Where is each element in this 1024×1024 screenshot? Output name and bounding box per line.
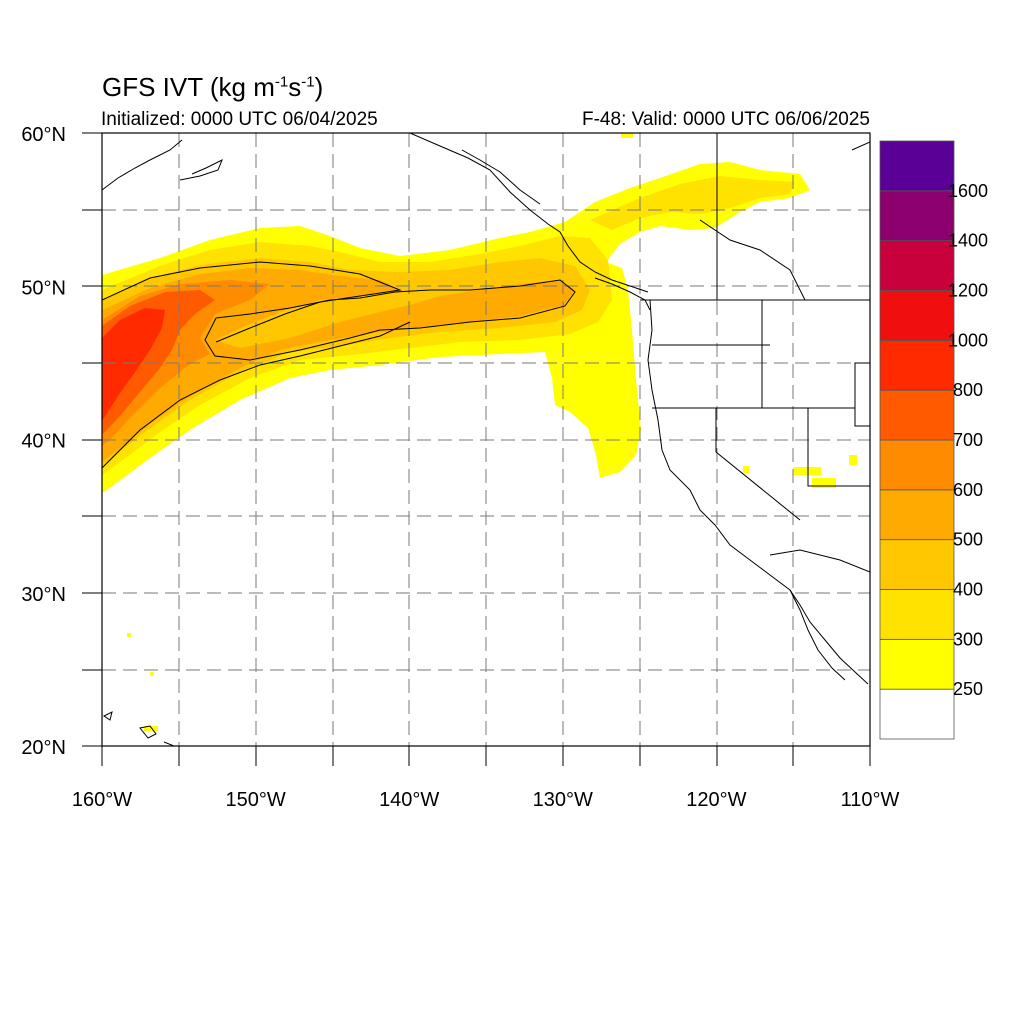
latitude-labels: 60°N 50°N 40°N 30°N 20°N xyxy=(21,124,66,759)
ivt-spot xyxy=(743,466,749,473)
colorbar-label: 600 xyxy=(953,480,983,500)
colorbar-label: 1400 xyxy=(948,231,988,251)
coastlines xyxy=(102,133,870,746)
colorbar-swatch xyxy=(879,489,955,541)
lon-tick-label: 110°W xyxy=(841,789,900,811)
colorbar-label: 700 xyxy=(953,430,983,450)
lon-tick-label: 130°W xyxy=(533,789,593,811)
ivt-band-800 xyxy=(102,308,165,420)
ivt-field xyxy=(102,133,857,731)
colorbar-label: 300 xyxy=(953,629,983,649)
ivt-spot xyxy=(127,633,131,637)
ivt-band-500 xyxy=(102,268,575,462)
ivt-spot xyxy=(150,672,154,676)
ivt-spot xyxy=(793,467,821,475)
colorbar-swatch xyxy=(879,190,955,242)
colorbar-swatch xyxy=(879,339,955,391)
ivt-contours xyxy=(102,261,576,469)
colorbar-swatch xyxy=(879,539,955,590)
lat-tick-label: 30°N xyxy=(21,584,66,606)
grid xyxy=(102,133,870,746)
colorbar-label: 1600 xyxy=(948,181,988,201)
colorbar-swatch xyxy=(879,589,955,640)
lon-tick-label: 150°W xyxy=(225,789,285,811)
colorbar-label: 1200 xyxy=(948,281,988,301)
valid-time-label: F-48: Valid: 0000 UTC 06/06/2025 xyxy=(582,109,870,130)
colorbar-label: 500 xyxy=(953,530,983,550)
lon-tick-label: 160°W xyxy=(72,789,132,811)
colorbar: 250 300 400 500 600 700 800 1000 1200 1400 1600 xyxy=(879,140,988,740)
map-title: GFS IVT (kg m-1s-1) xyxy=(102,72,324,102)
colorbar-swatch xyxy=(879,389,955,441)
colorbar-label: 800 xyxy=(953,380,983,400)
ivt-band-300-north xyxy=(590,176,795,230)
lat-tick-label: 50°N xyxy=(21,277,66,299)
lat-tick-label: 40°N xyxy=(21,431,66,453)
lat-tick-label: 20°N xyxy=(21,737,66,759)
ivt-spot xyxy=(849,455,857,465)
colorbar-swatch xyxy=(879,638,955,690)
ivt-spot xyxy=(812,478,836,488)
ivt-spot xyxy=(621,133,633,138)
colorbar-label: 400 xyxy=(953,580,983,600)
longitude-labels: 160°W 150°W 140°W 130°W 120°W 110°W xyxy=(72,789,900,811)
colorbar-swatch xyxy=(879,290,955,341)
lat-tick-label: 60°N xyxy=(21,124,66,146)
colorbar-label: 250 xyxy=(953,679,983,699)
init-time-label: Initialized: 0000 UTC 06/04/2025 xyxy=(101,109,378,130)
axis-ticks xyxy=(82,132,871,766)
colorbar-swatch xyxy=(879,688,955,740)
lon-tick-label: 140°W xyxy=(379,789,439,811)
lon-tick-label: 120°W xyxy=(686,789,746,811)
colorbar-label: 1000 xyxy=(948,330,988,350)
colorbar-swatch xyxy=(879,240,955,291)
colorbar-swatch xyxy=(879,439,955,491)
ivt-spot xyxy=(144,726,158,731)
colorbar-swatch xyxy=(879,140,955,192)
